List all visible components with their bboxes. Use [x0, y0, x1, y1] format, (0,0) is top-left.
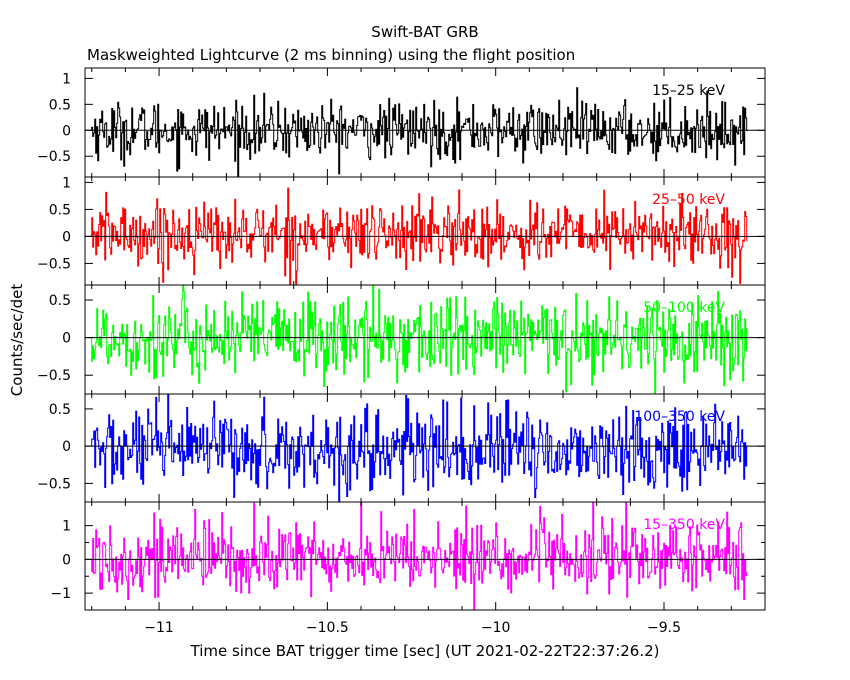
- y-tick-label: 0: [62, 439, 71, 455]
- band-label-3: 50–100 keV: [643, 300, 725, 316]
- x-tick-label: −10.5: [306, 620, 349, 636]
- panel-1: −0.5 0 0.5 1 15–25 keV: [37, 67, 766, 178]
- y-tick-label: 0.5: [49, 293, 71, 309]
- y-tick-label: 1: [62, 175, 71, 191]
- lightcurve-series-3: [91, 285, 748, 394]
- band-label-5: 15–350 keV: [643, 517, 725, 533]
- y-tick-label: 0: [62, 552, 71, 568]
- y-tick-label: −0.5: [37, 256, 71, 272]
- x-tick-label: −9.5: [647, 620, 681, 636]
- panel-2: −0.5 0 0.5 1 25–50 keV: [37, 175, 766, 286]
- x-axis-label: Time since BAT trigger time [sec] (UT 20…: [190, 642, 660, 660]
- panel-5: −1 0 1 15–350 keV: [50, 501, 766, 611]
- y-tick-label: 0.5: [49, 402, 71, 418]
- y-axis-label: Counts/sec/det: [8, 284, 26, 397]
- panel-4: −0.5 0 0.5 100–350 keV: [37, 393, 766, 503]
- panel-3: −0.5 0 0.5 50–100 keV: [37, 284, 766, 395]
- y-tick-label: −0.5: [37, 149, 71, 165]
- lightcurve-series-5: [91, 502, 748, 610]
- x-tick-label: −11: [144, 620, 174, 636]
- y-tick-label: 0.5: [49, 202, 71, 218]
- chart-subtitle: Maskweighted Lightcurve (2 ms binning) u…: [87, 46, 575, 64]
- y-tick-label: 0.5: [49, 97, 71, 113]
- panel-frame: [84, 501, 766, 611]
- lightcurve-series-1: [91, 87, 748, 177]
- band-label-1: 15–25 keV: [652, 83, 725, 99]
- band-label-2: 25–50 keV: [652, 192, 725, 208]
- y-tick-label: 0: [62, 123, 71, 139]
- lightcurve-series-4: [91, 394, 748, 502]
- y-tick-label: 0: [62, 331, 71, 347]
- x-tick-label: −10: [481, 620, 511, 636]
- y-tick-label: 1: [62, 71, 71, 87]
- y-tick-label: −1: [50, 586, 71, 602]
- y-tick-label: −0.5: [37, 476, 71, 492]
- chart-title: Swift-BAT GRB: [371, 23, 478, 41]
- band-label-4: 100–350 keV: [634, 409, 725, 425]
- lightcurve-series-2: [91, 187, 748, 285]
- y-tick-label: 0: [62, 229, 71, 245]
- y-tick-label: 1: [62, 519, 71, 535]
- y-tick-label: −0.5: [37, 368, 71, 384]
